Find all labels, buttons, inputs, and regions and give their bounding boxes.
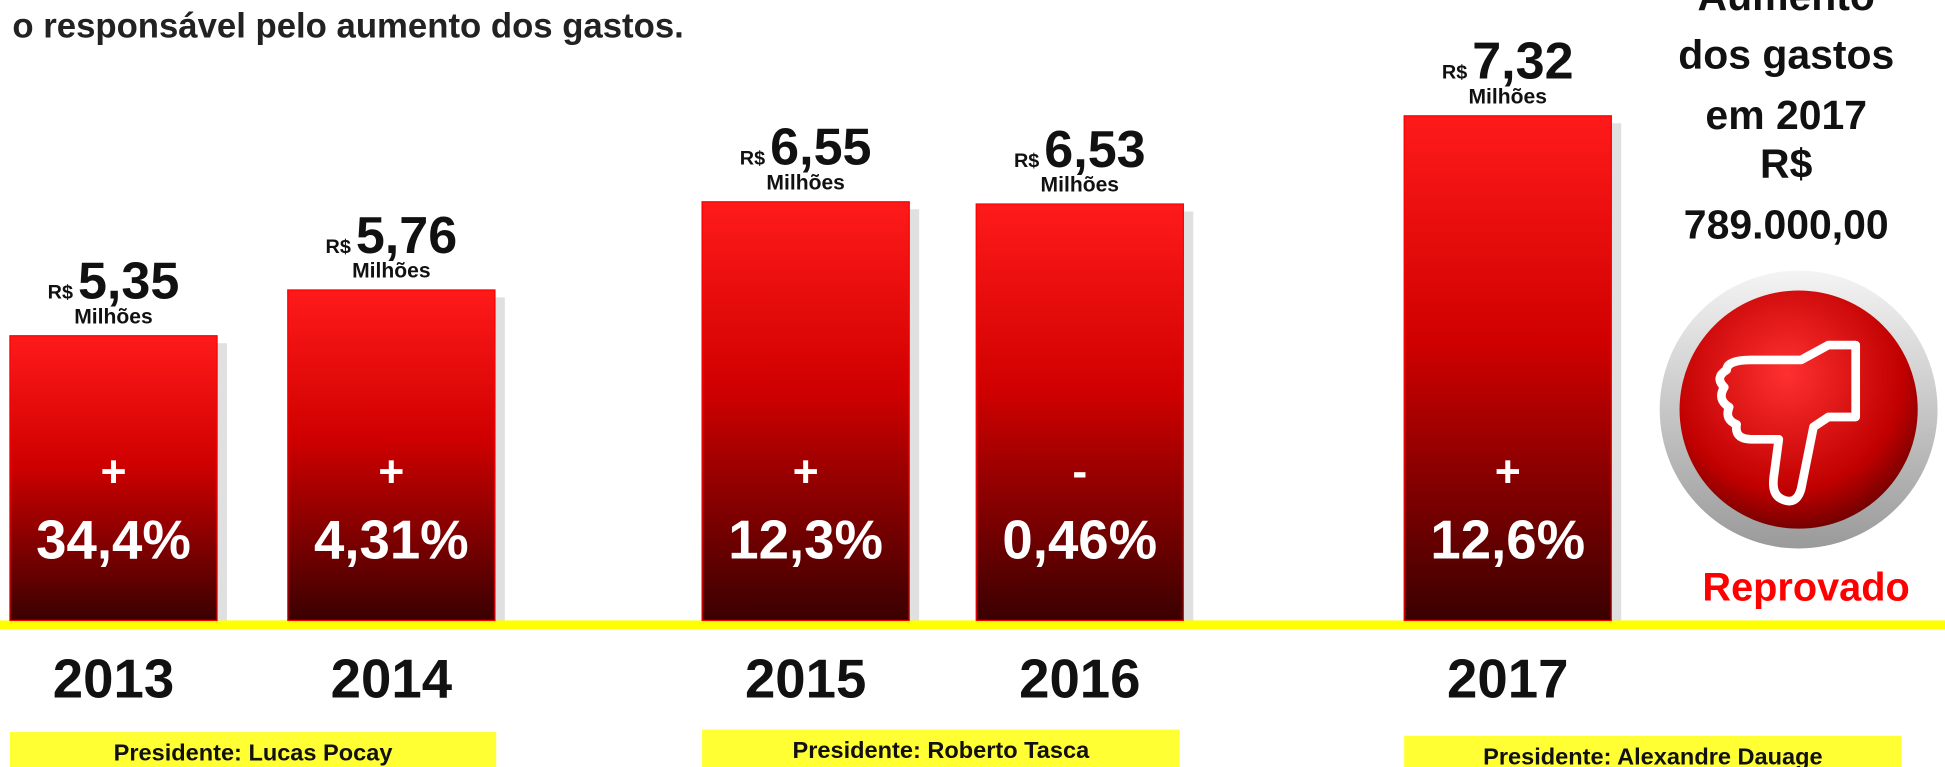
thumb-down [1715,340,1861,506]
value-label: R$ 7,32 [1442,33,1574,91]
change-label: 4,31% [314,509,469,570]
change-label: 0,46% [1002,509,1157,570]
baseline [0,620,1945,630]
verdict: Reprovado [1702,566,1909,610]
president-box [1404,735,1902,767]
president-box [702,729,1180,767]
verdict-icon [1637,270,1938,596]
x-tick-label: 2016 [1019,648,1140,709]
value: 6,53 [1044,121,1145,179]
president-label: Presidente: Alexandre Dauage [1483,743,1822,767]
currency: R$ [326,236,351,258]
annotation-line: Aumento [1698,0,1875,19]
change-label: 12,3% [728,509,883,570]
president-box [9,732,497,767]
value-label: R$ 6,53 [1014,121,1146,179]
unit-label: Milhões [1041,174,1119,197]
change-sign: - [1072,447,1087,496]
change-sign: + [793,447,819,496]
change-sign: + [1495,447,1521,496]
currency: R$ [48,282,73,304]
annotation-line: em 2017 [1705,92,1867,138]
x-tick-label: 2014 [331,648,453,709]
bar [701,201,910,622]
president-label: Presidente: Lucas Pocay [114,740,393,766]
value: 6,55 [770,119,871,177]
value-label: R$ 6,55 [740,119,872,177]
value: 5,35 [78,253,179,311]
annotation-line: R$ [1760,141,1813,187]
currency: R$ [1442,62,1467,84]
value: 7,32 [1472,33,1573,91]
bar [975,203,1184,622]
change-sign: + [100,447,126,496]
president-label: Presidente: Roberto Tasca [793,737,1091,763]
value-label: R$ 5,35 [48,253,180,311]
value-label: R$ 5,76 [326,207,458,265]
change-sign: + [378,447,404,496]
bar [287,289,496,622]
unit-label: Milhões [352,260,430,283]
unit-label: Milhões [1469,85,1547,108]
unit-label: Milhões [766,171,844,194]
change-label: 12,6% [1430,509,1585,570]
currency: R$ [1014,150,1039,172]
x-tick-label: 2017 [1447,648,1568,709]
bar [1403,115,1612,622]
x-tick-label: 2013 [53,648,174,709]
x-tick-label: 2015 [745,648,866,709]
title: o responsável pelo aumento dos gastos. [12,7,683,45]
annotation-line: 789.000,00 [1684,201,1889,247]
bar [9,335,218,622]
annotation-line: dos gastos [1678,31,1894,77]
currency: R$ [740,148,765,170]
value: 5,76 [356,207,457,265]
change-label: 34,4% [36,509,191,570]
unit-label: Milhões [74,305,152,328]
